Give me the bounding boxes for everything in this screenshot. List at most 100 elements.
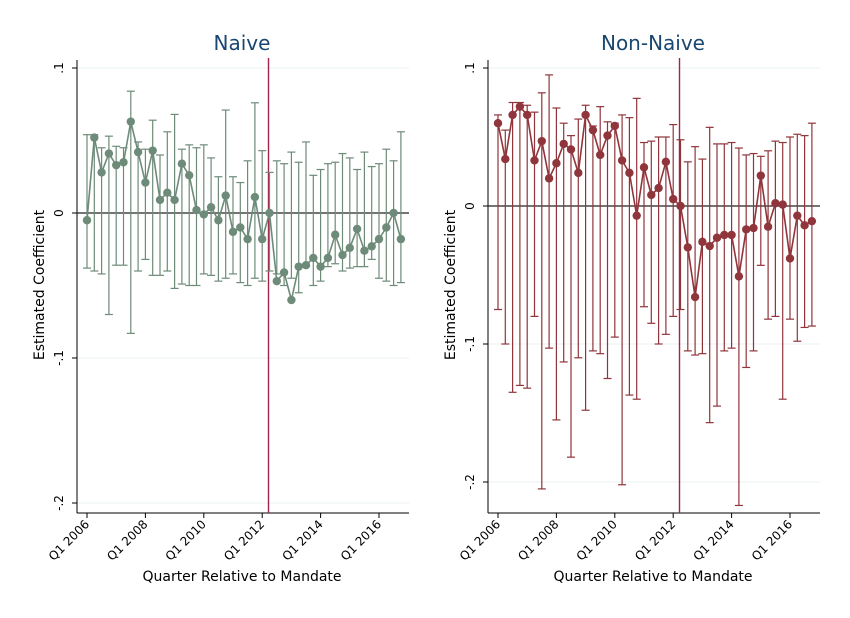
data-point [119, 158, 128, 167]
error-bar [126, 90, 135, 334]
data-point [155, 195, 165, 205]
data-point [382, 223, 391, 232]
error-bar [581, 104, 590, 411]
data-point [537, 136, 546, 146]
data-point [258, 234, 267, 244]
data-point [647, 190, 656, 200]
error-bar [287, 151, 296, 279]
data-point [734, 272, 744, 281]
x-tick-label: Q1 2008 [104, 517, 150, 563]
error-bar [501, 129, 510, 345]
data-point [236, 223, 245, 232]
data-point [588, 125, 598, 135]
data-point [221, 191, 230, 200]
data-point [669, 194, 678, 204]
error-bar [163, 131, 172, 272]
error-bar [236, 181, 245, 284]
data-point [552, 159, 561, 168]
error-bar [603, 121, 612, 380]
data-point [97, 168, 106, 177]
error-bar [331, 161, 340, 265]
error-bar [683, 161, 692, 352]
x-tick-label: Q1 2014 [690, 517, 736, 563]
data-point [493, 119, 503, 128]
data-point [316, 262, 325, 271]
error-bar [523, 104, 532, 389]
data-point [352, 224, 362, 234]
error-bar [396, 131, 405, 284]
error-bar [382, 148, 391, 282]
data-point [250, 192, 260, 202]
error-bar [250, 102, 259, 279]
data-point [617, 156, 627, 165]
data-point [639, 163, 649, 172]
data-point [705, 241, 714, 251]
error-bar [713, 143, 721, 407]
x-tick-label: Q1 2006 [457, 517, 503, 563]
error-bar [323, 163, 332, 268]
data-point [199, 210, 208, 219]
error-bar [749, 152, 758, 352]
data-point [610, 121, 619, 131]
data-point [163, 188, 172, 197]
error-bar [574, 118, 583, 359]
data-point [206, 203, 216, 212]
data-point [603, 131, 612, 140]
data-point [530, 156, 539, 165]
error-bar [764, 150, 773, 320]
error-bar [148, 119, 157, 276]
x-tick-label: Q1 2010 [163, 517, 209, 563]
data-point [141, 178, 150, 187]
y-tick-label: -.1 [463, 336, 477, 352]
data-point [82, 216, 92, 225]
data-point [632, 211, 641, 220]
data-point [807, 216, 817, 226]
error-bar [177, 148, 186, 285]
data-point [756, 171, 765, 180]
error-bar [625, 117, 634, 396]
data-point [294, 262, 303, 271]
data-point [727, 230, 736, 240]
x-tick-label: Q1 2006 [46, 517, 92, 563]
error-bar [654, 136, 663, 345]
data-point [170, 195, 179, 205]
data-point [742, 225, 751, 234]
error-bar [515, 101, 524, 386]
y-axis-title: Estimated Coefficient [443, 209, 459, 360]
y-tick-label: 0 [463, 202, 477, 210]
data-point [720, 230, 729, 240]
error-bar [727, 141, 736, 349]
error-bar [309, 174, 318, 287]
y-axis-title: Estimated Coefficient [32, 209, 48, 360]
data-point [566, 145, 576, 154]
panel-0: .1 0 -.1 -.2 Q1 2006 Q1 2008 Q1 2010 Q1 2012 Q1 … [32, 31, 409, 585]
x-tick-label: Q1 2016 [338, 517, 384, 563]
series-line [497, 105, 813, 298]
data-point [133, 147, 143, 157]
error-bar [669, 123, 678, 317]
data-point [360, 246, 369, 255]
data-point [192, 205, 201, 215]
y-tick-label: 0 [52, 209, 66, 217]
data-point [785, 254, 795, 263]
error-bar [207, 157, 216, 276]
x-tick-label: Q1 2014 [279, 517, 325, 563]
error-bar [720, 143, 729, 352]
error-bar [610, 122, 619, 338]
data-point [508, 110, 517, 120]
data-point [544, 174, 554, 183]
data-point [287, 295, 296, 305]
error-bar [596, 106, 605, 355]
error-bar [800, 135, 809, 329]
error-bar [83, 134, 91, 269]
error-bar [742, 154, 751, 369]
data-point [712, 233, 722, 242]
error-bar [793, 133, 802, 342]
data-point [323, 253, 333, 263]
data-point [559, 139, 568, 149]
error-bar [618, 114, 627, 486]
error-bar [265, 171, 274, 272]
data-point [338, 250, 347, 260]
data-point [661, 157, 671, 167]
